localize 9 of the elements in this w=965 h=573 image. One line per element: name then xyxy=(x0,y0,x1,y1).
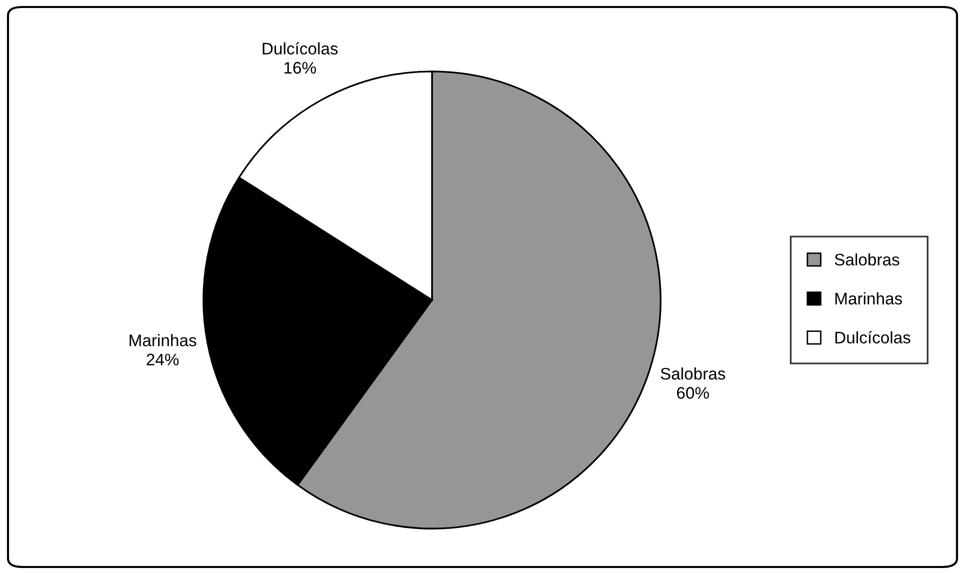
legend-label: Dulcícolas xyxy=(835,331,910,344)
legend-label: Marinhas xyxy=(835,292,902,305)
data-label: 24% xyxy=(146,354,179,366)
data-label: 16% xyxy=(284,62,316,74)
data-label: 60% xyxy=(677,387,709,399)
legend-label: Salobras xyxy=(834,253,900,266)
slice-label: Dulcícolas xyxy=(262,42,338,55)
slice-label: Marinhas xyxy=(130,334,196,346)
slice-label: Salobras xyxy=(660,367,726,380)
